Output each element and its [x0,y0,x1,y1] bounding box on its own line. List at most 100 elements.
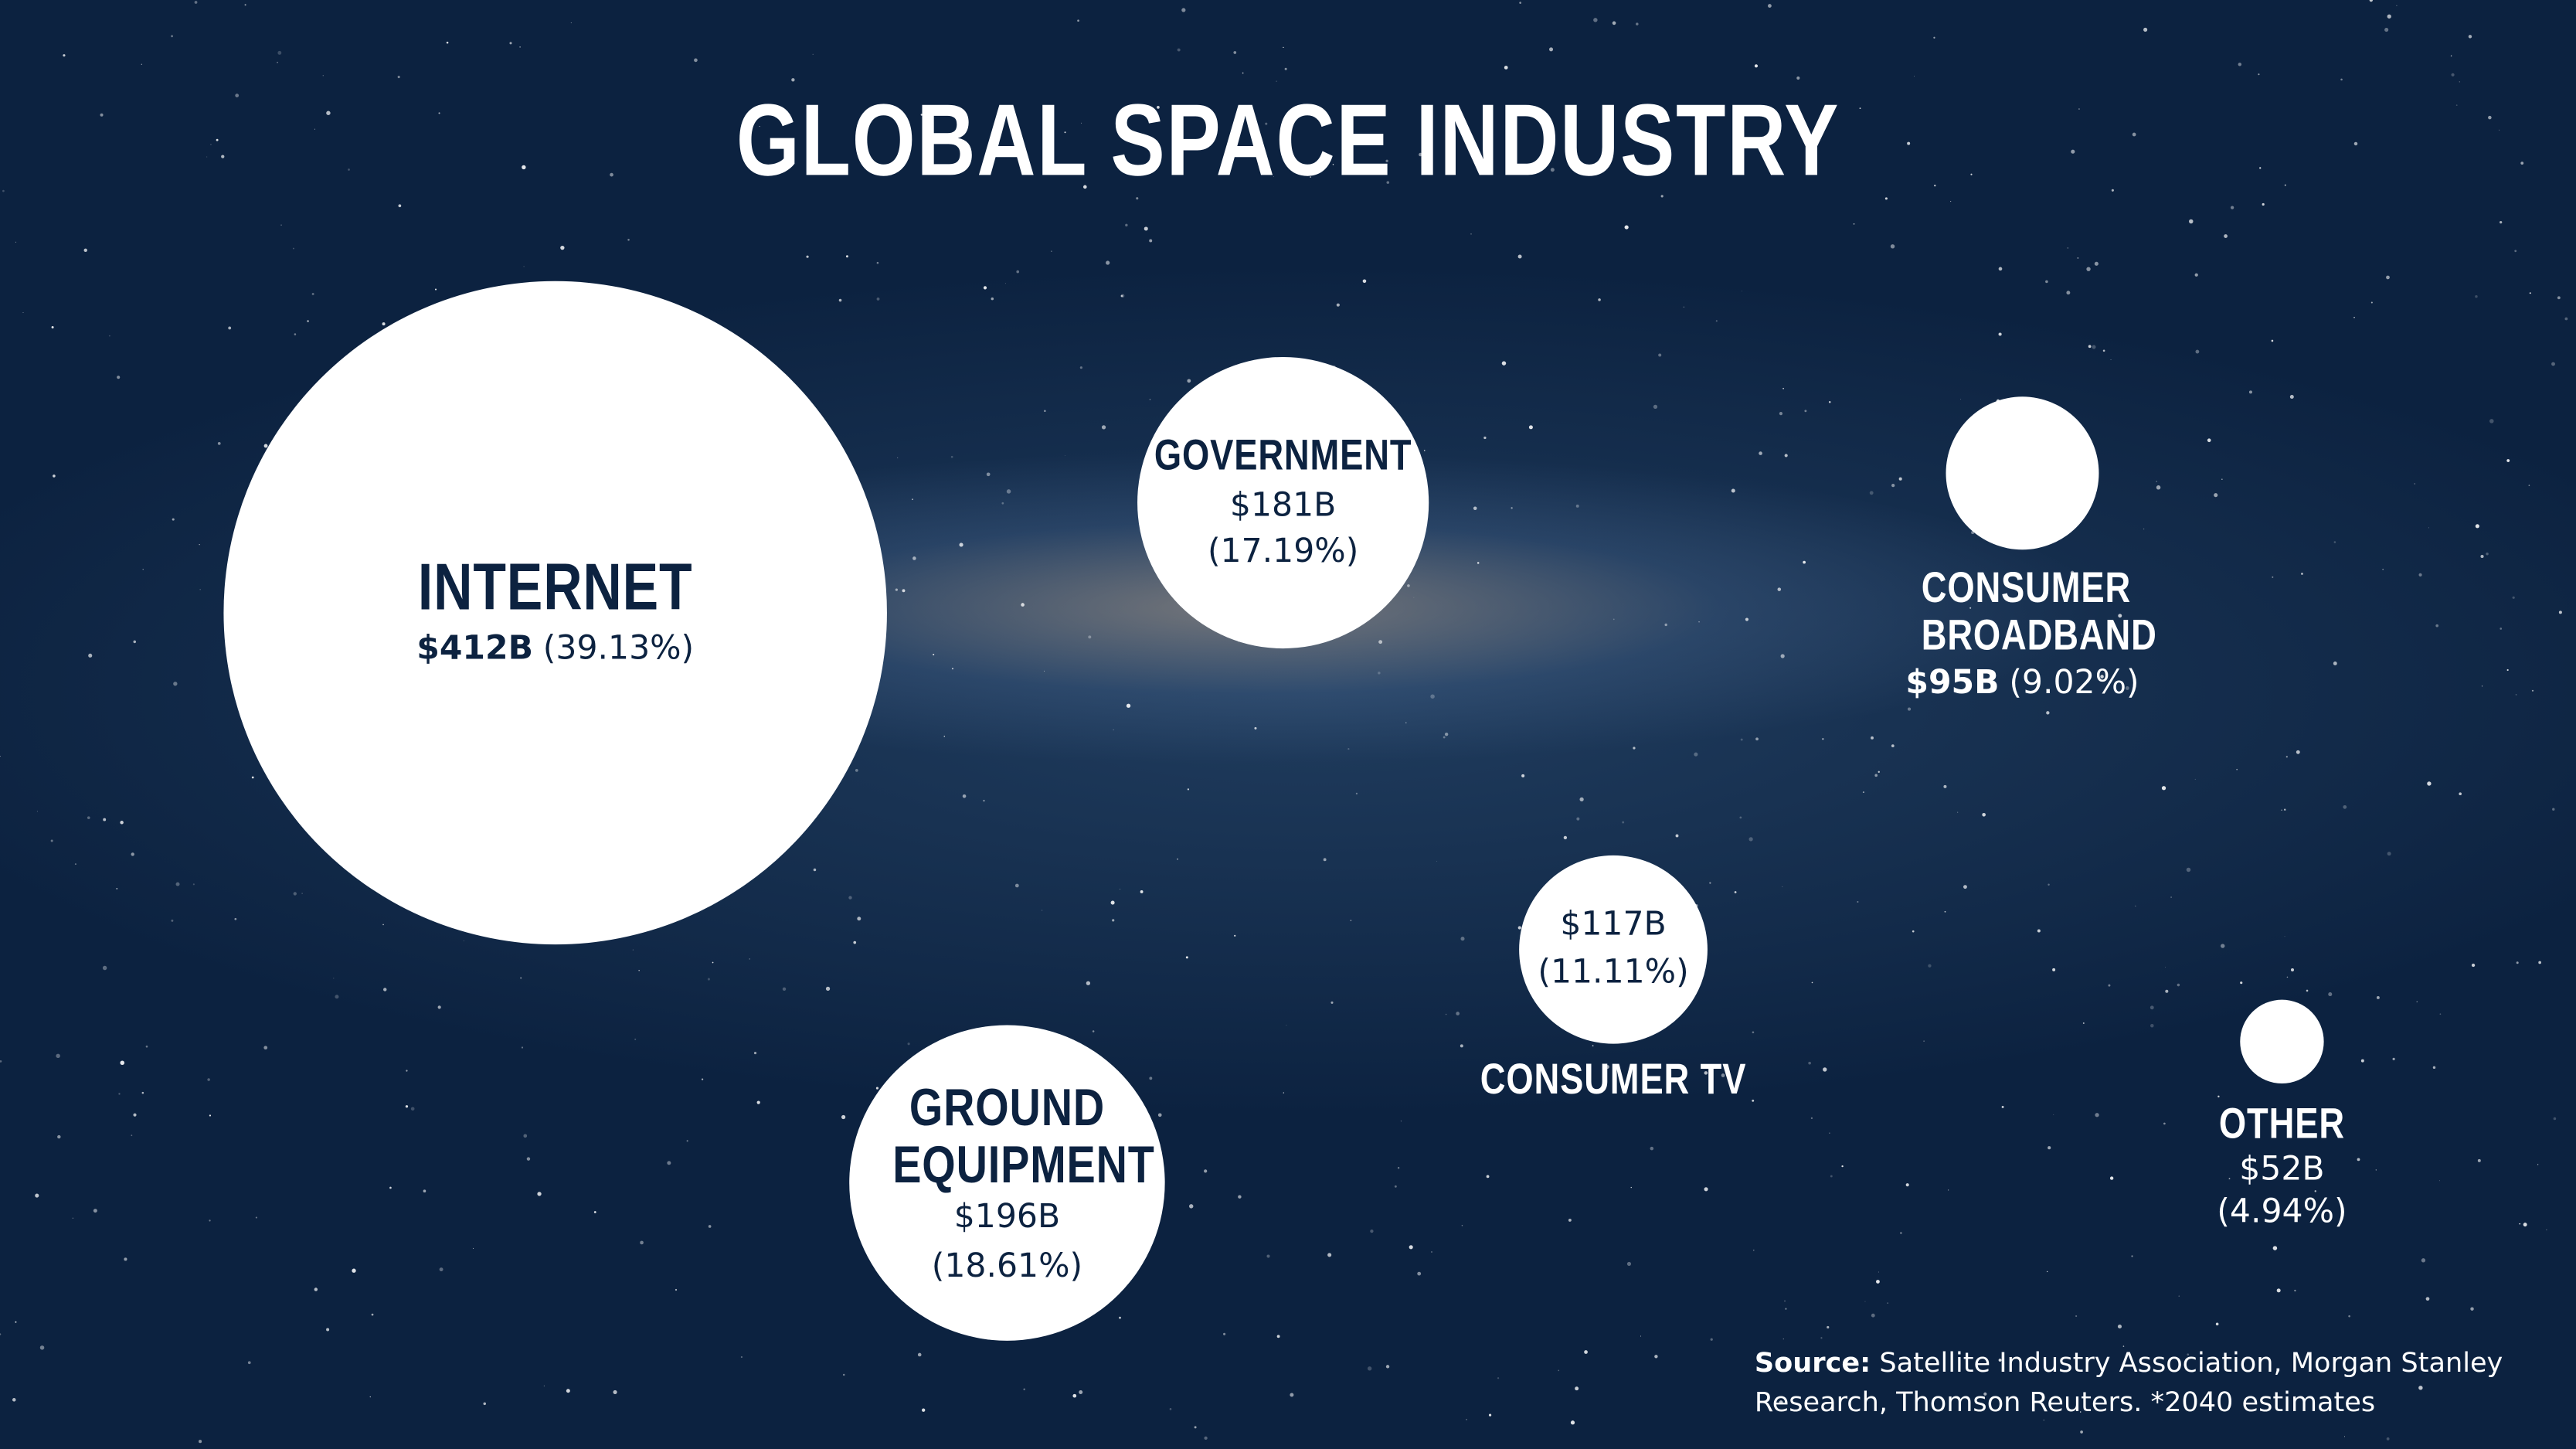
value-label: $181B [1229,485,1337,525]
star [39,1345,45,1350]
star [1592,1045,1594,1046]
star [251,776,254,779]
star [280,224,282,226]
star [1051,250,1052,252]
star [352,1268,356,1273]
star [1613,618,1615,621]
star [2552,808,2555,811]
star [2092,345,2096,349]
star [2486,553,2489,556]
star [1327,1253,1332,1257]
star [2109,1176,2114,1180]
star [2102,646,2104,648]
bubble [1137,356,1429,649]
star [1912,930,1915,933]
star [1777,587,1782,591]
star [920,114,923,116]
star [1934,184,1936,187]
star [2240,981,2243,985]
star [1347,747,1350,750]
star [2506,459,2510,462]
star [950,455,953,458]
star [791,78,795,82]
star [876,261,879,264]
star [1890,244,1895,249]
star [1558,1369,1560,1372]
star [1605,1065,1609,1070]
star [1082,185,1087,189]
star [2375,1359,2378,1362]
star [2111,189,2114,192]
star [1378,672,1381,675]
star [369,1396,371,1398]
star [523,1134,528,1138]
star [1779,412,1783,416]
star [2296,750,2300,754]
star [1470,233,1472,235]
star [845,255,848,258]
star [311,293,314,295]
star [1811,981,1813,984]
star [2100,675,2104,679]
star [235,94,240,97]
star [1598,298,1601,301]
star [2370,301,2373,304]
star [812,53,814,55]
star [1584,1350,1588,1354]
star [2470,1307,2474,1311]
star [1907,141,1911,145]
star [675,1288,678,1291]
star [120,1060,125,1066]
star [2046,711,2050,715]
star [667,1161,671,1165]
star [2194,273,2198,277]
star [523,266,525,267]
star [446,41,449,44]
star [93,1209,97,1213]
star [228,326,232,330]
star [2348,1315,2350,1318]
star [1092,1030,1095,1032]
star [2186,867,2191,872]
star [2537,1164,2539,1165]
star [943,736,946,737]
star [108,335,110,337]
star [1456,1012,1460,1015]
star [2421,1258,2426,1263]
star [1914,76,1915,77]
value-label: $412B [416,628,534,668]
star [116,887,118,889]
star [1144,226,1148,231]
star [1001,502,1004,505]
star [2512,596,2515,599]
star [2516,961,2519,964]
star [2418,1386,2423,1390]
star [2489,419,2494,423]
value-label: $196B [953,1196,1061,1236]
star [1698,621,1700,623]
star [875,1087,878,1090]
star [131,852,134,856]
star [907,1043,910,1046]
star [2177,983,2180,987]
star [560,245,565,250]
star [2344,1436,2345,1437]
star [1779,1400,1783,1405]
star [389,1186,392,1189]
star [922,1408,926,1412]
star [1754,64,1759,68]
star [1633,747,1636,750]
star [1077,19,1079,22]
star [1891,484,1895,488]
star [410,1107,415,1111]
star [1004,283,1006,284]
category-label: CONSUMER TV [1480,1054,1747,1104]
star [1276,80,1277,82]
star [277,61,278,63]
star [1461,1224,1463,1226]
star [1636,22,1639,26]
star [1016,270,1020,274]
star [124,1257,127,1261]
star [1900,1232,1902,1234]
